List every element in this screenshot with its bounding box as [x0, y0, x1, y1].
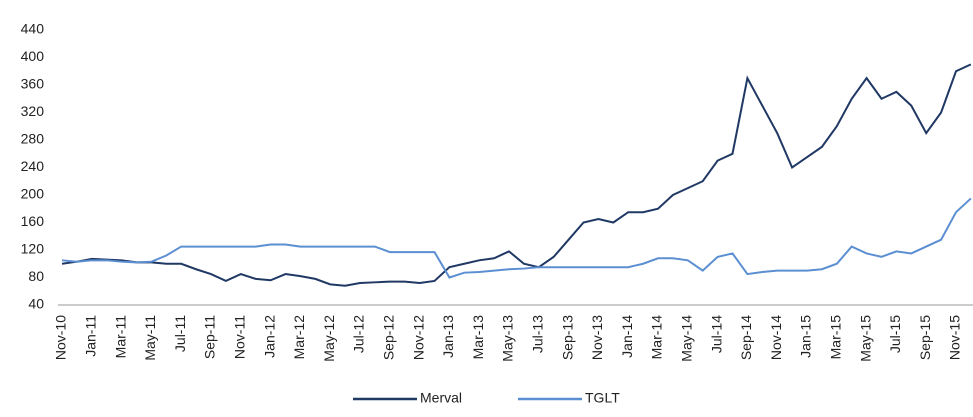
series-line	[61, 63, 972, 287]
x-tick-label: Sep-15	[917, 315, 933, 360]
x-tick-label: May-11	[142, 315, 158, 361]
x-tick-label: Jan-14	[619, 315, 635, 358]
x-tick-label: Jul-14	[708, 315, 724, 353]
x-tick-label: May-14	[679, 315, 695, 362]
x-tick-label: Nov-15	[947, 315, 963, 360]
x-tick-label: Jul-11	[172, 315, 188, 352]
x-tick-label: Nov-11	[232, 315, 248, 359]
y-tick-label: 360	[21, 76, 45, 92]
x-tick-label: Sep-12	[381, 315, 397, 360]
y-tick-label: 40	[28, 296, 44, 312]
x-tick-label: May-12	[321, 315, 337, 362]
x-tick-label: Mar-11	[112, 315, 128, 359]
x-tick-label: May-15	[857, 315, 873, 362]
y-tick-label: 160	[21, 213, 45, 229]
x-tick-label: Jul-15	[887, 315, 903, 353]
y-tick-label: 400	[21, 48, 45, 64]
x-tick-label: May-13	[500, 315, 516, 362]
x-tick-label: Nov-14	[768, 315, 784, 360]
x-tick-label: Jan-13	[440, 315, 456, 358]
x-tick-label: Mar-14	[649, 315, 665, 360]
y-tick-label: 240	[21, 158, 45, 174]
y-tick-label: 120	[21, 241, 45, 257]
x-tick-label: Nov-12	[410, 315, 426, 360]
x-tick-label: Jan-11	[83, 315, 99, 357]
x-tick-label: Sep-14	[738, 315, 754, 360]
series-line	[61, 197, 972, 279]
x-tick-label: Nov-10	[53, 315, 69, 360]
legend-label: TGLT	[585, 390, 620, 406]
x-tick-label: Jan-12	[261, 315, 277, 358]
x-tick-label: Jan-15	[798, 315, 814, 358]
x-tick-label: Nov-13	[589, 315, 605, 360]
x-tick-label: Jul-13	[530, 315, 546, 353]
legend-label: Merval	[420, 390, 462, 406]
x-tick-label: Sep-13	[559, 315, 575, 360]
y-tick-label: 200	[21, 186, 45, 202]
x-tick-label: Jul-12	[351, 315, 367, 353]
y-tick-label: 320	[21, 103, 45, 119]
x-tick-label: Mar-12	[291, 315, 307, 360]
x-tick-label: Mar-13	[470, 315, 486, 360]
y-tick-label: 80	[28, 268, 44, 284]
y-tick-label: 440	[21, 21, 45, 37]
x-tick-label: Mar-15	[828, 315, 844, 360]
x-tick-label: Sep-11	[202, 315, 218, 359]
y-tick-label: 280	[21, 131, 45, 147]
